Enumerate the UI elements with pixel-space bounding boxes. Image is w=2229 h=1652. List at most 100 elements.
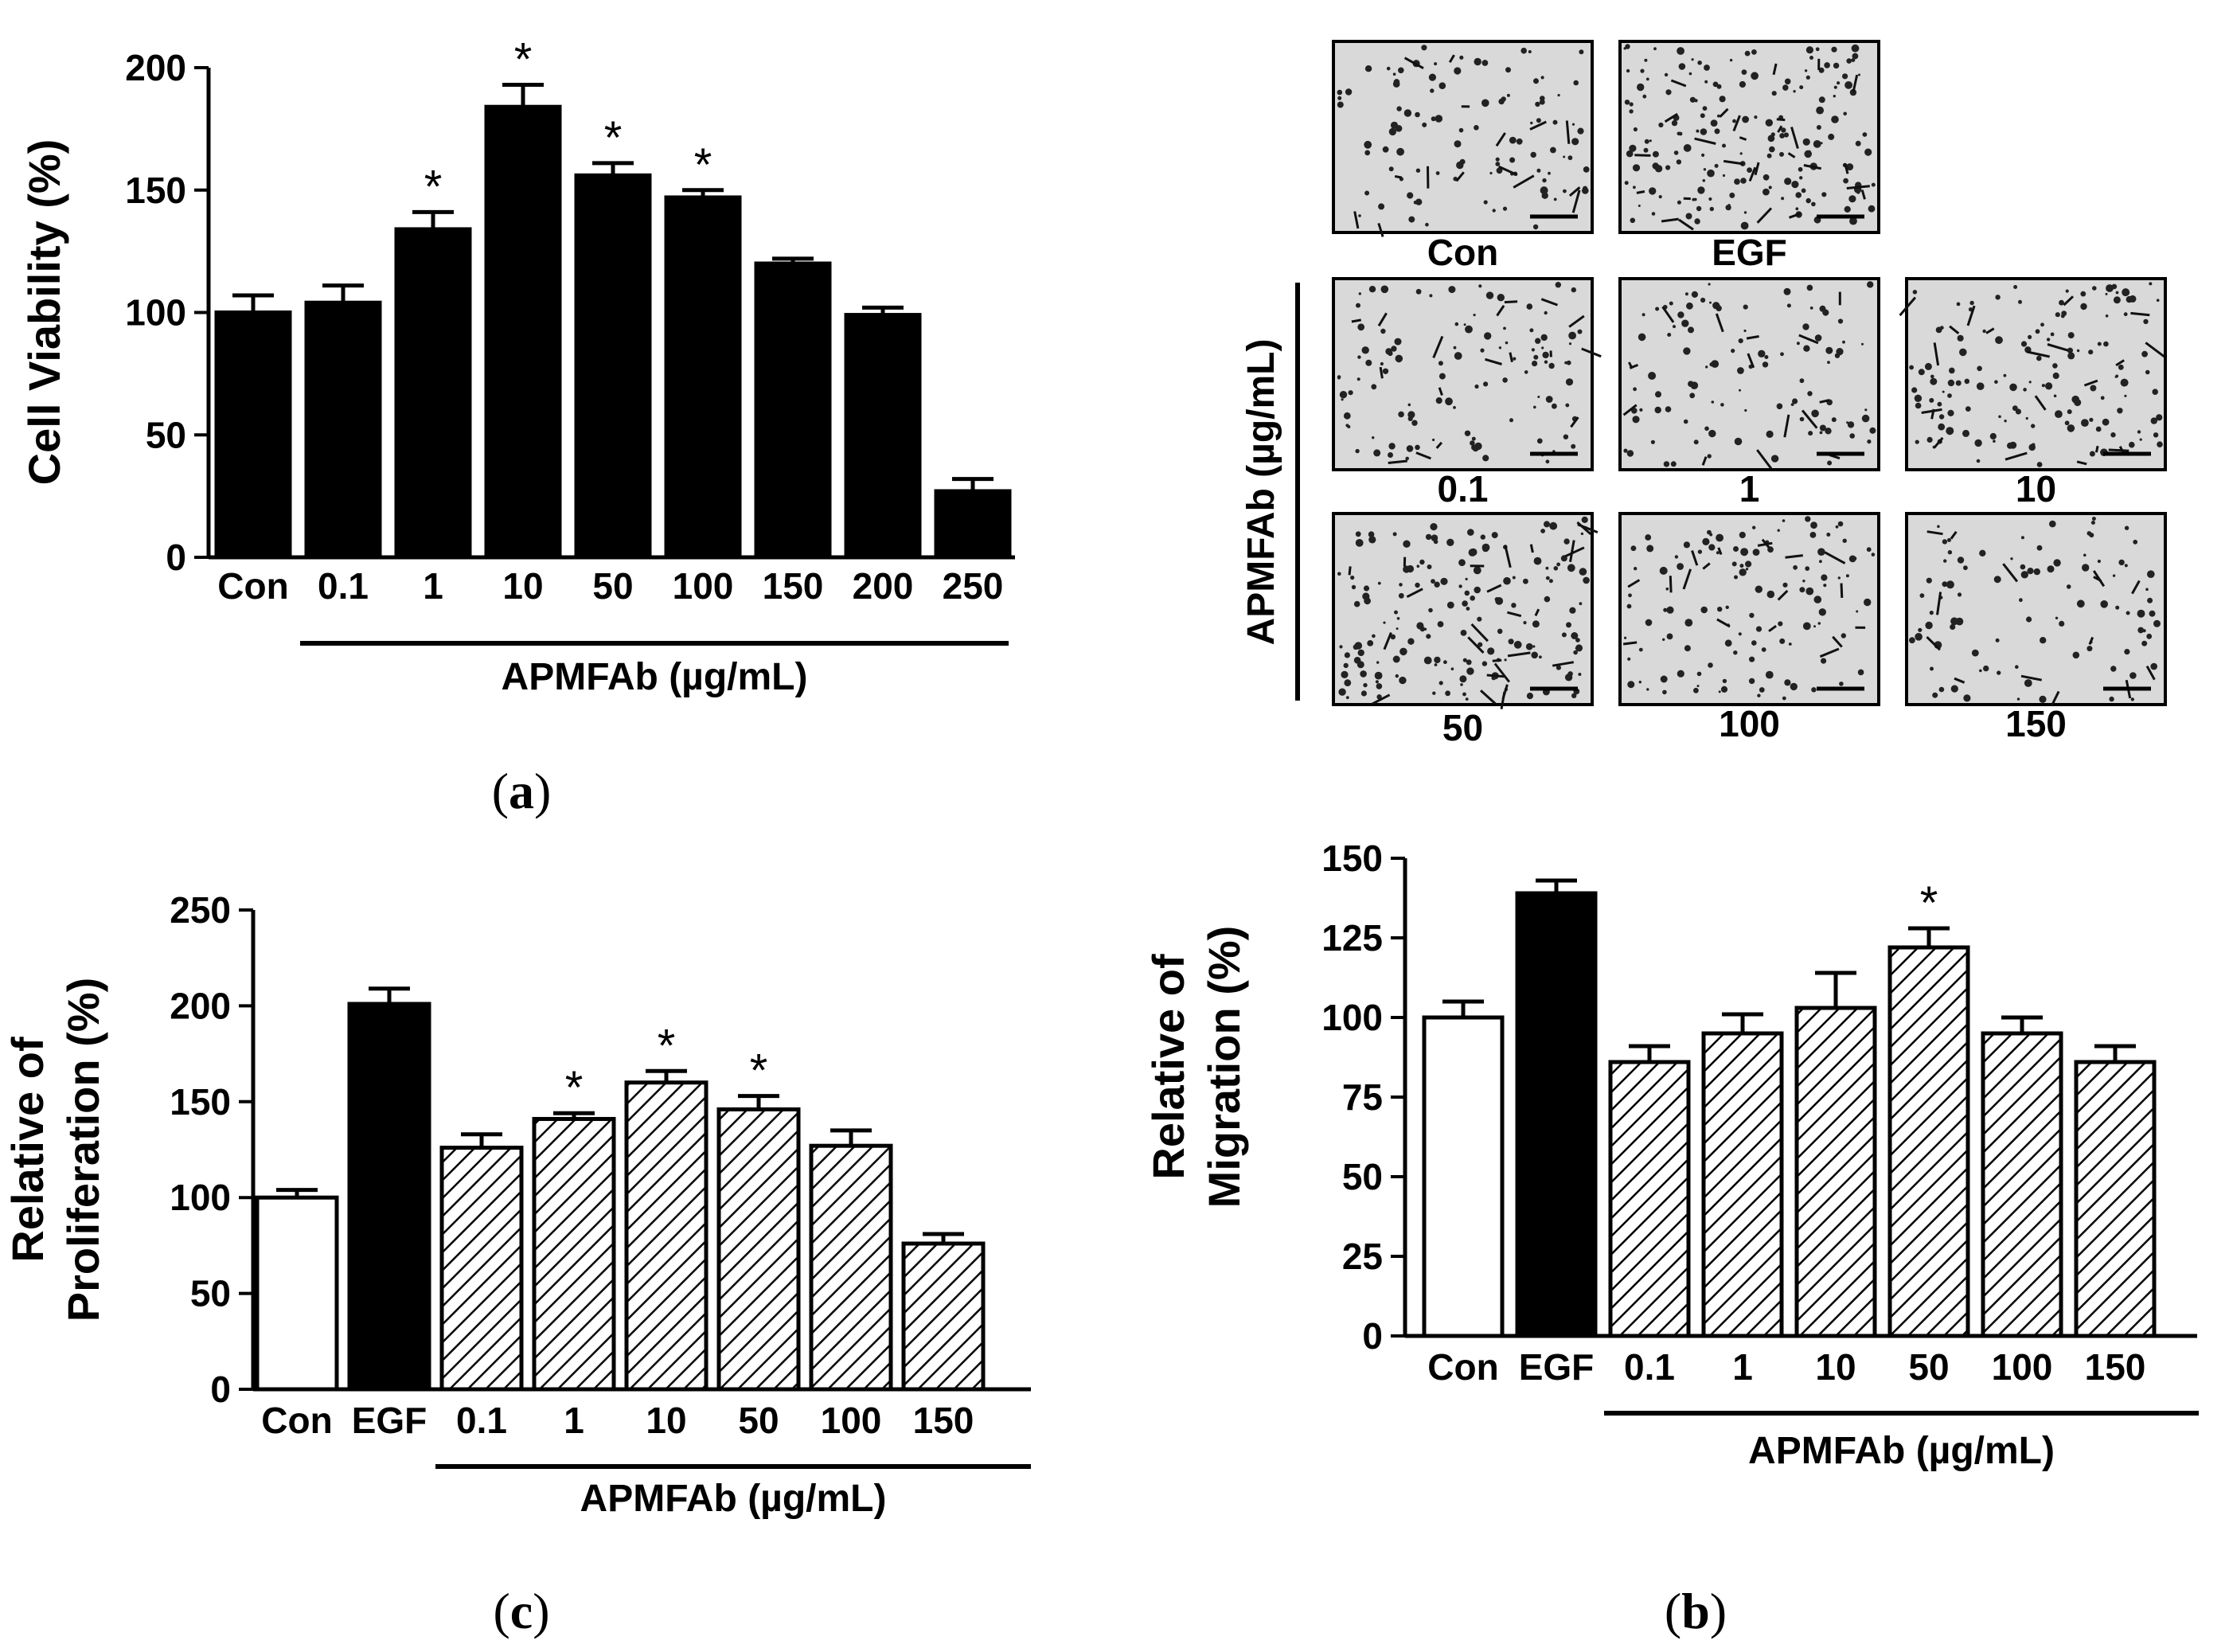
cell-speck (1697, 549, 1703, 554)
cell-speck (1685, 213, 1692, 220)
micrograph-label: 10 (2016, 468, 2056, 510)
cell-speck (1741, 69, 1747, 75)
cell-process (1415, 451, 1431, 460)
cell-speck (1762, 361, 1769, 368)
cell-speck (2018, 299, 2022, 304)
cell-speck (1783, 287, 1791, 295)
cell-speck (1862, 132, 1868, 137)
cell-speck (1364, 65, 1372, 72)
micrograph-label: 50 (1442, 707, 1483, 748)
cell-speck (1965, 406, 1971, 412)
cell-speck (1743, 304, 1748, 310)
cell-process (2108, 448, 2129, 452)
cell-speck (1403, 109, 1412, 117)
y-tick-label: 150 (125, 170, 186, 211)
cell-speck (1742, 115, 1750, 123)
panel-letter-c: c (510, 1583, 533, 1639)
cell-speck (1795, 207, 1799, 211)
micrograph-label: 150 (2005, 703, 2067, 744)
cell-speck (1435, 115, 1443, 123)
cell-speck (1454, 140, 1462, 148)
cell-process (1496, 305, 1505, 317)
cell-speck (1473, 566, 1481, 575)
cell-speck (1909, 365, 1915, 370)
cell-speck (1871, 182, 1876, 187)
cell-speck (1652, 150, 1659, 158)
cell-speck (2118, 364, 2124, 370)
cell-process (2020, 674, 2042, 681)
cell-speck (1942, 581, 1948, 588)
cell-speck (1938, 686, 1945, 693)
cell-speck (2024, 679, 2032, 687)
cell-speck (1782, 84, 1789, 91)
cell-speck (2105, 314, 2109, 318)
cell-speck (2072, 651, 2080, 659)
cell-speck (1582, 187, 1589, 194)
bar-Con (214, 310, 292, 560)
cell-speck (1709, 206, 1714, 212)
cell-process (1565, 120, 1571, 144)
cell-speck (1575, 638, 1580, 642)
cell-speck (1491, 532, 1498, 539)
cell-speck (2133, 539, 2138, 545)
cell-speck (2146, 633, 2153, 639)
cell-speck (1434, 62, 1438, 66)
cell-speck (1432, 691, 1436, 695)
cell-speck (1391, 346, 1397, 352)
cell-process (1819, 399, 1830, 404)
cell-speck (1781, 197, 1785, 201)
y-tick-label: 75 (1342, 1076, 1383, 1118)
cell-process (1403, 57, 1424, 70)
cell-speck (1376, 661, 1380, 664)
cell-speck (2122, 288, 2130, 297)
x-tick-label: 10 (1815, 1346, 1856, 1388)
cell-speck (1684, 619, 1693, 627)
cell-speck (1782, 582, 1788, 588)
cell-speck (1969, 300, 1974, 306)
cell-speck (1697, 61, 1702, 65)
cell-speck (2137, 627, 2145, 634)
micrograph-tile-0.1 (1332, 277, 1602, 471)
cell-speck (1839, 681, 1844, 686)
cell-speck (1722, 678, 1727, 684)
x-tick-label: 1 (1732, 1346, 1753, 1388)
cell-speck (1548, 579, 1553, 584)
cell-speck (2050, 332, 2055, 337)
cell-speck (1784, 679, 1791, 686)
cell-speck (1833, 95, 1836, 98)
cell-speck (1686, 302, 1693, 310)
cell-speck (1813, 625, 1816, 628)
y-tick-label: 0 (210, 1369, 231, 1410)
cell-speck (2113, 296, 2121, 304)
cell-process (1787, 152, 1796, 158)
cell-speck (1805, 587, 1814, 596)
cell-speck (1835, 525, 1839, 529)
cell-speck (2041, 384, 2045, 388)
cell-speck (1571, 693, 1577, 698)
cell-process (1569, 540, 1575, 563)
cell-speck (1396, 106, 1402, 111)
cell-process (1669, 576, 1673, 593)
cell-speck (1495, 597, 1504, 605)
cell-speck (2109, 696, 2114, 702)
cell-speck (1566, 360, 1571, 365)
cell-speck (2097, 559, 2101, 564)
cell-speck (1628, 593, 1632, 598)
cell-speck (1818, 608, 1826, 616)
cell-speck (1415, 168, 1421, 173)
cell-speck (1632, 164, 1641, 172)
cell-speck (1646, 545, 1654, 553)
cell-speck (1392, 72, 1396, 76)
cell-speck (1805, 46, 1813, 54)
cell-speck (1357, 323, 1365, 331)
cell-speck (1529, 328, 1534, 333)
cell-speck (1708, 429, 1716, 438)
cell-speck (1638, 333, 1646, 342)
cell-speck (1669, 301, 1673, 306)
panel-label-c: (c) (493, 1583, 549, 1639)
cell-speck (1432, 438, 1435, 442)
cell-speck (1363, 585, 1370, 592)
cell-speck (1503, 576, 1511, 585)
cell-speck (2067, 347, 2073, 353)
cell-speck (1638, 205, 1641, 207)
